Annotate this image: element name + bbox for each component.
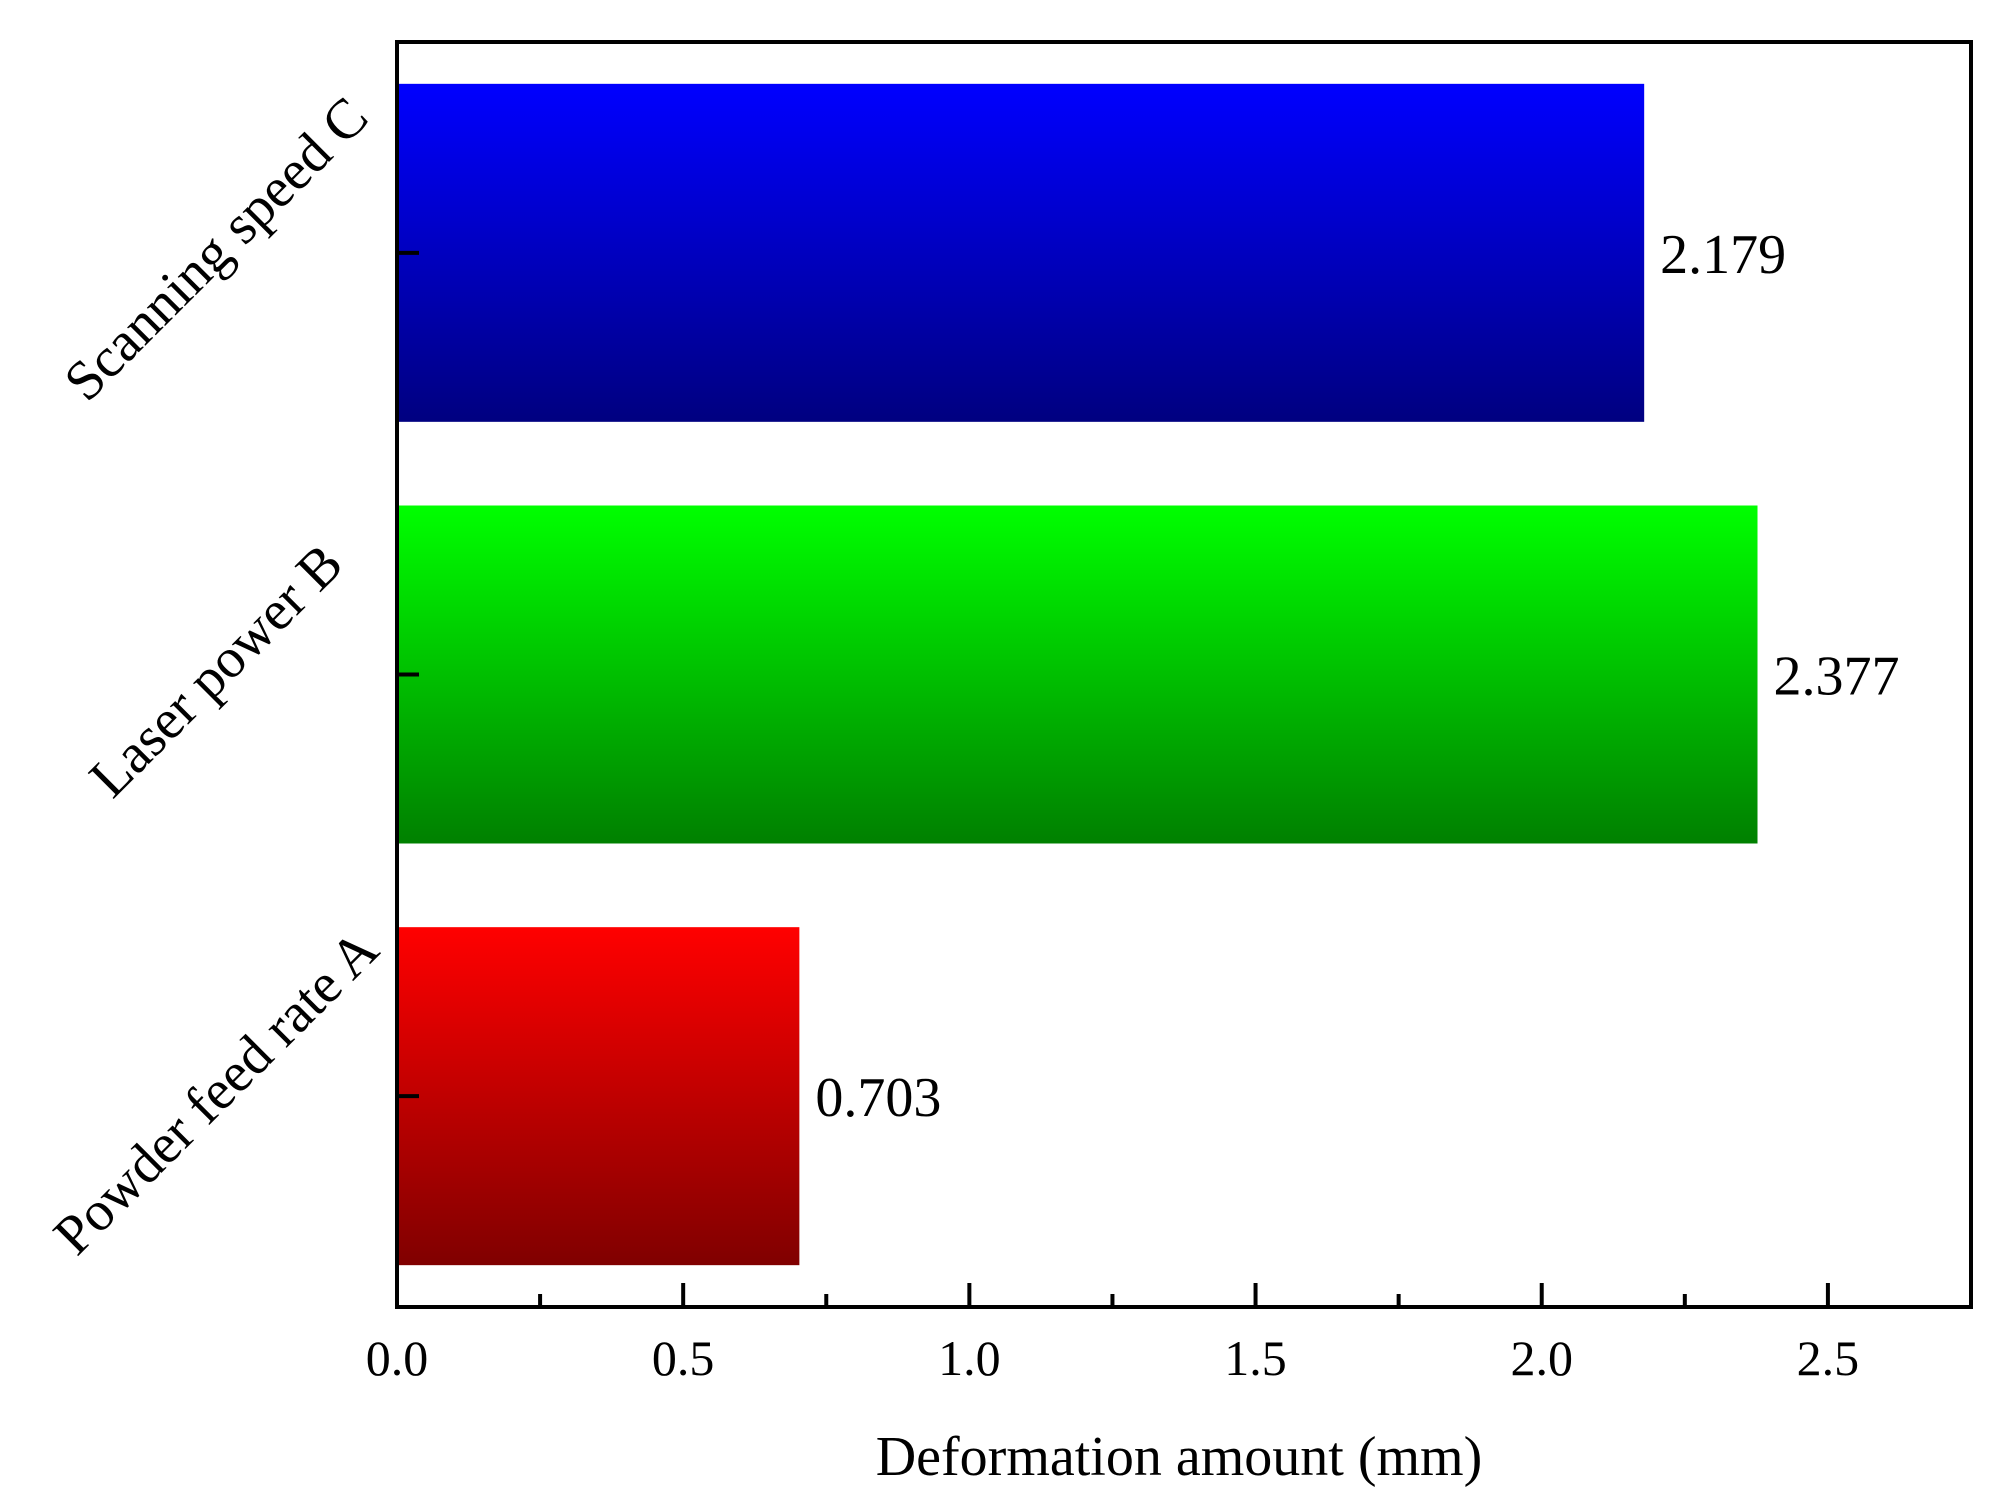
x-axis-ticks: 0.0 0.5 1.0 1.5 2.0 2.5 <box>366 1283 1973 1386</box>
x-axis-title: Deformation amount (mm) <box>876 1426 1483 1488</box>
x-tick-label: 1.5 <box>1224 1330 1287 1386</box>
y-tick-label: Powder feed rate A <box>42 918 391 1267</box>
x-tick-label: 0.5 <box>652 1330 715 1386</box>
bar-powder-feed-rate-a <box>397 927 800 1266</box>
x-tick-label: 2.5 <box>1797 1330 1860 1386</box>
data-label: 2.179 <box>1660 224 1786 286</box>
x-tick-label: 0.0 <box>366 1330 429 1386</box>
data-label: 0.703 <box>815 1067 941 1129</box>
y-tick-label: Laser power B <box>78 532 355 809</box>
y-tick-label: Scanning speed C <box>53 85 381 413</box>
y-axis-ticks: Powder feed rate A Laser power B Scanning … <box>42 85 419 1267</box>
x-tick-label: 1.0 <box>938 1330 1001 1386</box>
bar-scanning-speed-c <box>397 83 1645 422</box>
data-labels-layer: 0.703 2.377 2.179 <box>815 224 1899 1129</box>
bar-laser-power-b <box>397 505 1758 844</box>
x-tick-label: 2.0 <box>1510 1330 1573 1386</box>
data-label: 2.377 <box>1774 646 1900 708</box>
bars-layer <box>397 83 1758 1266</box>
